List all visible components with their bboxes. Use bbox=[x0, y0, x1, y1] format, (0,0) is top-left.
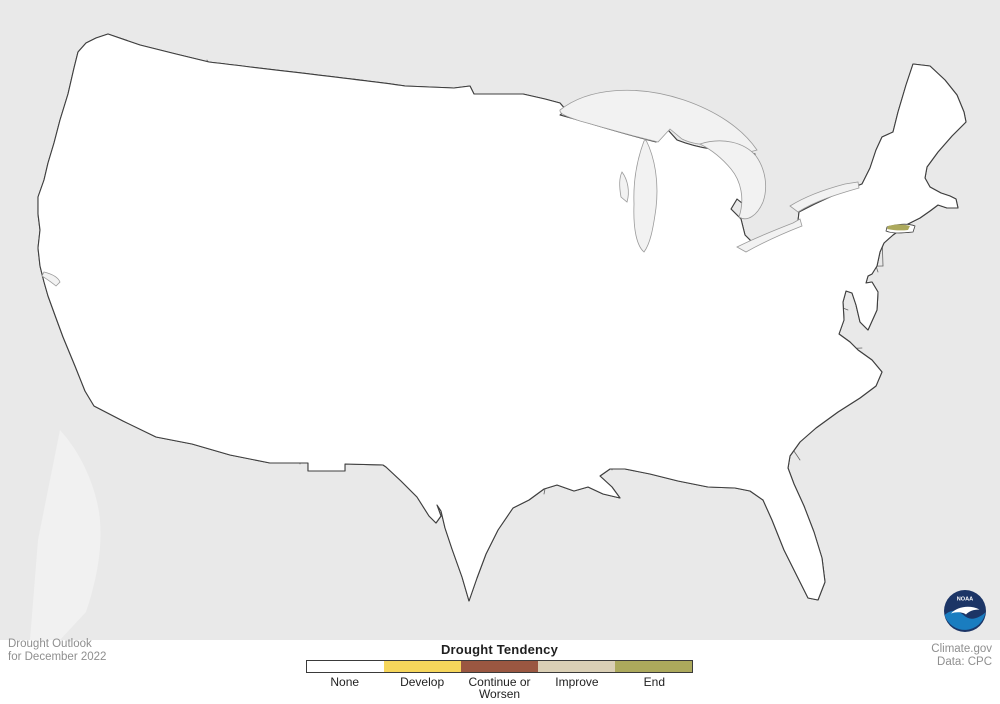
attribution-source: Climate.gov bbox=[931, 643, 992, 655]
lake-huron bbox=[698, 140, 767, 220]
noaa-logo-wave bbox=[944, 610, 986, 630]
legend-swatch-end bbox=[615, 661, 692, 672]
legend-swatch-none bbox=[307, 661, 384, 672]
legend-label-continue-or-worsen: Continue or Worsen bbox=[468, 675, 531, 701]
olive-long-island bbox=[887, 224, 910, 231]
outlook-caption-line1: Drought Outlook bbox=[8, 638, 92, 650]
lake-michigan bbox=[633, 139, 658, 253]
noaa-logo: NOAA bbox=[943, 589, 987, 633]
lake-erie bbox=[736, 218, 803, 253]
legend-color-bar bbox=[306, 660, 693, 673]
legend-swatch-develop bbox=[384, 661, 461, 672]
great-lakes bbox=[41, 89, 860, 287]
legend-title: Drought Tendency bbox=[440, 642, 559, 657]
outlook-caption-line2: for December 2022 bbox=[8, 651, 107, 663]
san-francisco-bay bbox=[41, 271, 61, 287]
legend-label-end: End bbox=[643, 675, 665, 689]
drought-tendency-legend: Drought Tendency None Develop Continue o… bbox=[306, 642, 693, 700]
legend-label-improve: Improve bbox=[555, 675, 599, 689]
legend-swatch-improve bbox=[538, 661, 615, 672]
noaa-logo-bird bbox=[951, 606, 980, 615]
baja-shading bbox=[30, 430, 101, 640]
legend-labels: None Develop Continue or Worsen Improve … bbox=[306, 676, 693, 700]
noaa-logo-text: NOAA bbox=[957, 597, 973, 603]
long-island bbox=[885, 223, 916, 234]
attribution-data-source: Data: CPC bbox=[937, 656, 992, 668]
outlook-caption: Drought Outlook for December 2022 bbox=[8, 638, 106, 664]
legend-label-develop: Develop bbox=[400, 675, 445, 689]
green-bay bbox=[619, 171, 629, 203]
lake-ontario bbox=[789, 181, 860, 213]
legend-swatch-continue-or-worsen bbox=[461, 661, 538, 672]
legend-label-none: None bbox=[330, 675, 360, 689]
attribution: Climate.gov Data: CPC bbox=[931, 643, 992, 669]
